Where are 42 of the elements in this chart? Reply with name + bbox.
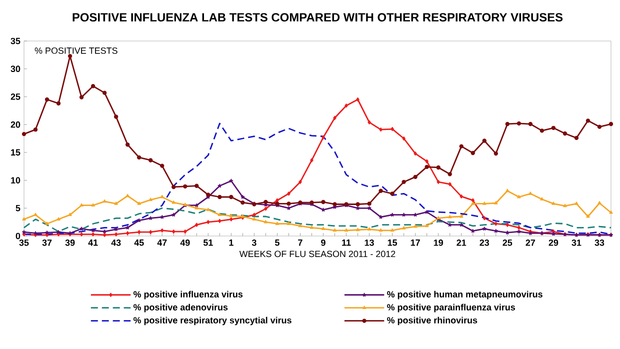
x-tick-label: 3 <box>252 240 256 246</box>
x-tick-label: 43 <box>111 240 121 246</box>
x-tick-label: 47 <box>157 240 167 246</box>
x-tick-label: 15 <box>388 240 398 246</box>
legend-label: % positive adenovirus <box>134 304 228 312</box>
x-tick-label: 29 <box>548 240 558 246</box>
x-tick-label: 13 <box>364 240 374 246</box>
y-tick-label: 20 <box>10 121 20 128</box>
x-tick-label: 25 <box>502 240 512 246</box>
y-tick-label: 5 <box>16 205 20 212</box>
y-tick-label: 15 <box>11 149 20 156</box>
y-tick-label: 25 <box>10 94 20 100</box>
legend-label: % positive influenza virus <box>134 290 243 300</box>
x-tick-label: 27 <box>526 240 536 246</box>
legend-label: % positive rhinovirus <box>387 316 478 326</box>
chart-title: POSITIVE INFLUENZA LAB TESTS COMPARED WITH OTHER RESPIRATORY VIRUSES <box>72 13 563 22</box>
legend-label: % positive parainfluenza virus <box>387 304 516 312</box>
x-tick-label: 51 <box>203 240 213 246</box>
x-tick-label: 1 <box>229 240 234 246</box>
y-axis-title: % POSITIVE TESTS <box>34 47 118 54</box>
y-tick-label: 0 <box>16 232 20 240</box>
x-tick-label: 41 <box>88 240 98 246</box>
x-tick-label: 33 <box>594 240 604 246</box>
x-tick-label: 45 <box>134 240 144 246</box>
x-tick-label: 23 <box>480 240 490 246</box>
x-tick-label: 49 <box>180 240 190 246</box>
x-tick-label: 17 <box>410 240 420 246</box>
x-tick-label: 9 <box>321 240 326 246</box>
y-tick-label: 30 <box>10 66 20 72</box>
y-tick-label: 35 <box>10 38 20 44</box>
y-tick-label: 10 <box>11 177 20 184</box>
x-tick-label: 37 <box>42 240 52 246</box>
legend-label: % positive respiratory syncytial virus <box>134 316 292 326</box>
x-tick-label: 31 <box>572 240 582 246</box>
x-tick-label: 19 <box>434 240 444 246</box>
x-tick-label: 21 <box>456 240 466 246</box>
legend-label: % positive human metapneumovirus <box>387 290 542 300</box>
x-tick-label: 39 <box>65 240 75 246</box>
x-tick-label: 5 <box>275 240 280 246</box>
x-axis-title: WEEKS OF FLU SEASON 2011 - 2012 <box>239 250 396 258</box>
x-tick-label: 7 <box>298 240 302 246</box>
x-tick-label: 11 <box>342 240 351 246</box>
